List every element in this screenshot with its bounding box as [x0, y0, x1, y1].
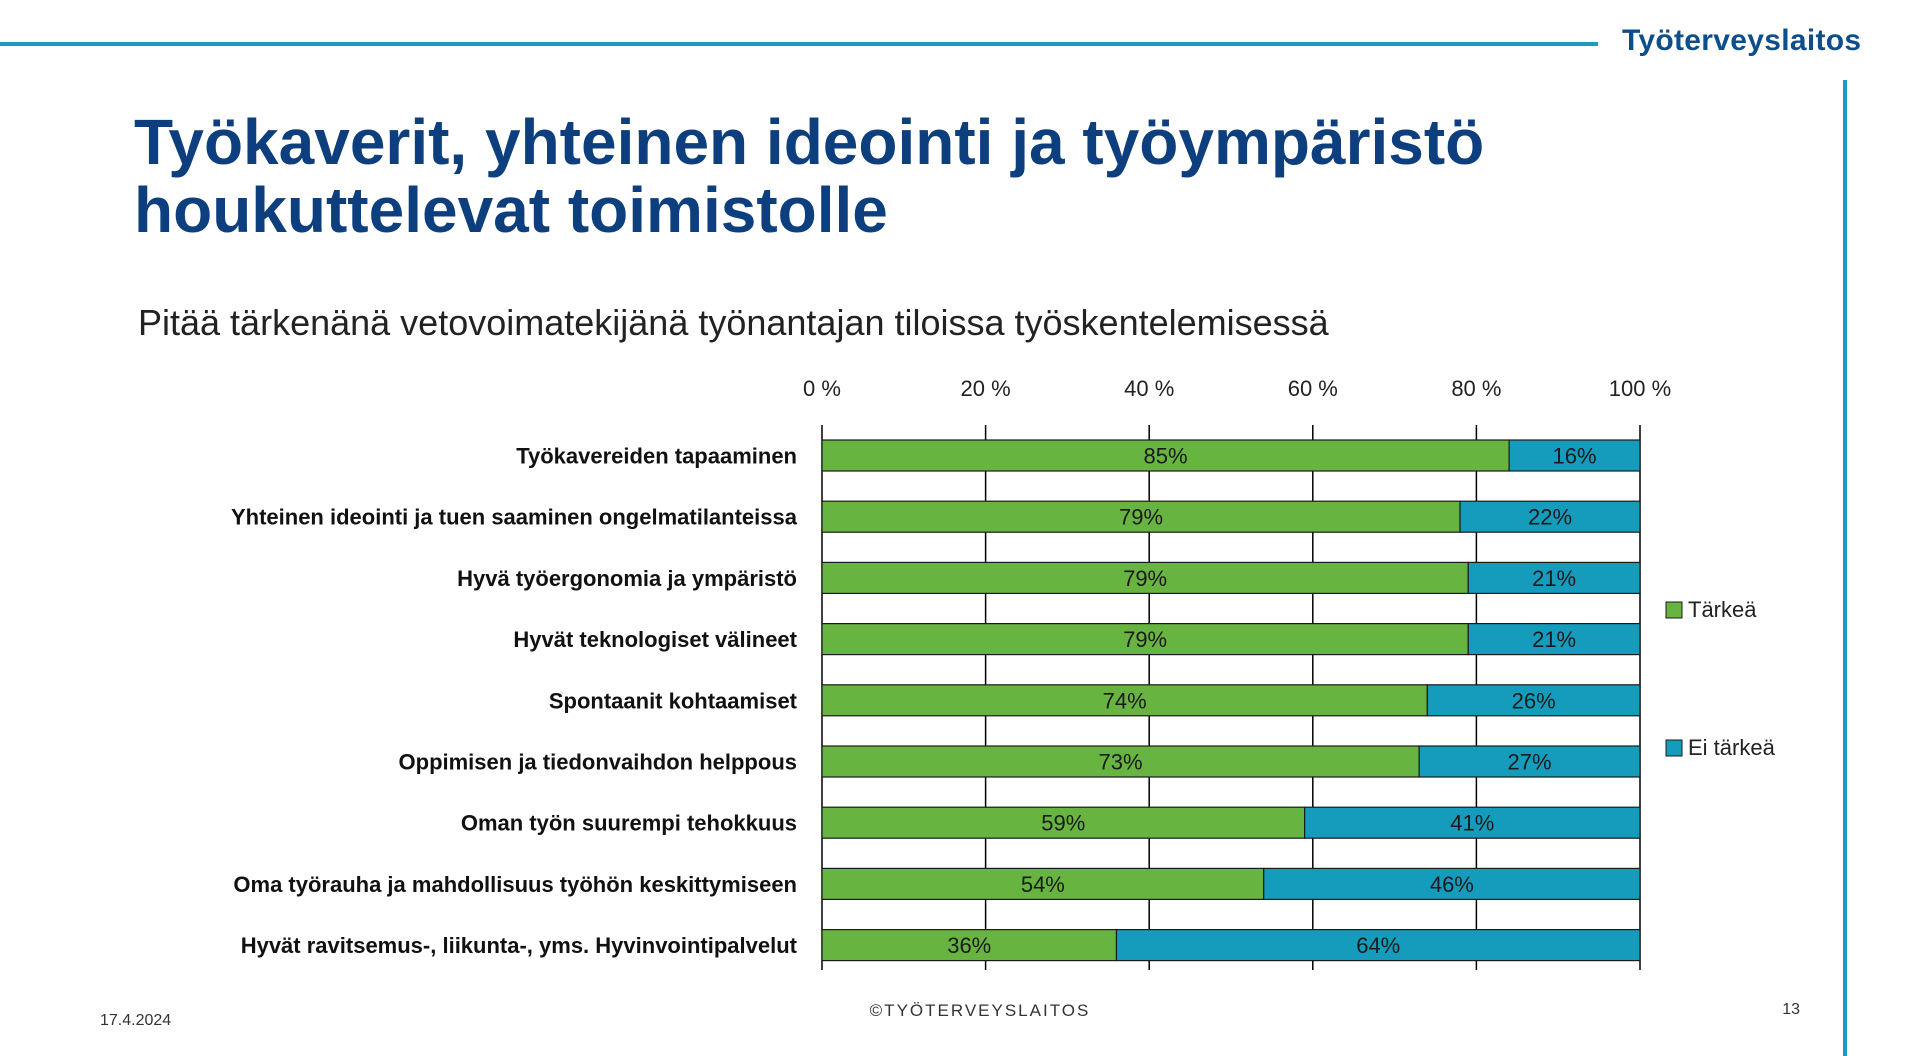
- category-label: Oppimisen ja tiedonvaihdon helppous: [399, 750, 797, 775]
- footer-copyright: ©TYÖTERVEYSLAITOS: [869, 1001, 1091, 1020]
- bar: [1115, 928, 1641, 962]
- category-label: Hyvä työergonomia ja ympäristö: [457, 566, 797, 591]
- data-label: 21%: [1532, 627, 1576, 652]
- legend-label: Tärkeä: [1688, 597, 1757, 622]
- data-label: 16%: [1553, 444, 1597, 469]
- data-label: 21%: [1532, 566, 1576, 591]
- bar: [821, 622, 1469, 656]
- bar: [821, 928, 1118, 962]
- x-tick-label: 100 %: [1609, 376, 1671, 401]
- data-label: 64%: [1356, 933, 1400, 958]
- bar: [1459, 500, 1641, 533]
- stacked-bar-chart: 0 % 20 % 40 % 60 % 80 % 100 % 85% 16% Työkaverei…: [231, 376, 1776, 970]
- category-label: Hyvät teknologiset välineet: [513, 627, 797, 652]
- data-label: 46%: [1430, 872, 1474, 897]
- header-rule: [0, 42, 1598, 46]
- data-label: 59%: [1041, 811, 1085, 836]
- footer-date: 17.4.2024: [100, 1012, 172, 1029]
- x-tick-label: 0 %: [803, 376, 841, 401]
- bar: [1418, 745, 1641, 778]
- data-label: 79%: [1123, 566, 1167, 591]
- bar: [821, 561, 1469, 595]
- category-label: Spontaanit kohtaamiset: [549, 688, 798, 713]
- bar: [1467, 622, 1641, 656]
- bar: [821, 500, 1461, 533]
- category-label: Oma työrauha ja mahdollisuus työhön kesk…: [233, 872, 797, 897]
- chart-subtitle: Pitää tärkenänä vetovoimatekijänä työnan…: [138, 302, 1329, 343]
- bar: [1467, 561, 1641, 595]
- x-tick-label: 40 %: [1124, 376, 1174, 401]
- bar: [1304, 806, 1641, 839]
- data-label: 85%: [1144, 444, 1188, 469]
- data-label: 74%: [1103, 688, 1147, 713]
- bar: [1263, 867, 1641, 901]
- bar: [821, 806, 1306, 839]
- x-tick-label: 60 %: [1288, 376, 1338, 401]
- data-label: 22%: [1528, 505, 1572, 530]
- data-label: 27%: [1508, 750, 1552, 775]
- data-label: 36%: [947, 933, 991, 958]
- bar: [821, 439, 1510, 472]
- page-number: 13: [1782, 1001, 1800, 1018]
- bar: [821, 867, 1265, 901]
- legend-swatch: [1665, 601, 1683, 619]
- data-label: 79%: [1123, 627, 1167, 652]
- data-label: 79%: [1119, 505, 1163, 530]
- bar: [821, 684, 1428, 717]
- legend-label: Ei tärkeä: [1688, 735, 1776, 760]
- brand-logo-text: Työterveyslaitos: [1622, 24, 1862, 57]
- data-label: 54%: [1021, 872, 1065, 897]
- category-label: Työkavereiden tapaaminen: [516, 444, 797, 469]
- bar: [1426, 684, 1641, 717]
- legend-swatch: [1665, 739, 1683, 757]
- category-label: Hyvät ravitsemus-, liikunta-, yms. Hyvin…: [241, 933, 798, 958]
- bar: [1508, 439, 1641, 472]
- side-rule: [1843, 80, 1847, 1056]
- category-label: Oman työn suurempi tehokkuus: [461, 811, 797, 836]
- data-label: 73%: [1099, 750, 1143, 775]
- data-label: 41%: [1450, 811, 1494, 836]
- category-label: Yhteinen ideointi ja tuen saaminen ongel…: [231, 505, 798, 530]
- page-title: Työkaverit, yhteinen ideointi ja työympä…: [134, 106, 1485, 246]
- x-tick-label: 80 %: [1451, 376, 1501, 401]
- data-label: 26%: [1512, 688, 1556, 713]
- x-tick-label: 20 %: [961, 376, 1011, 401]
- bar: [821, 745, 1420, 778]
